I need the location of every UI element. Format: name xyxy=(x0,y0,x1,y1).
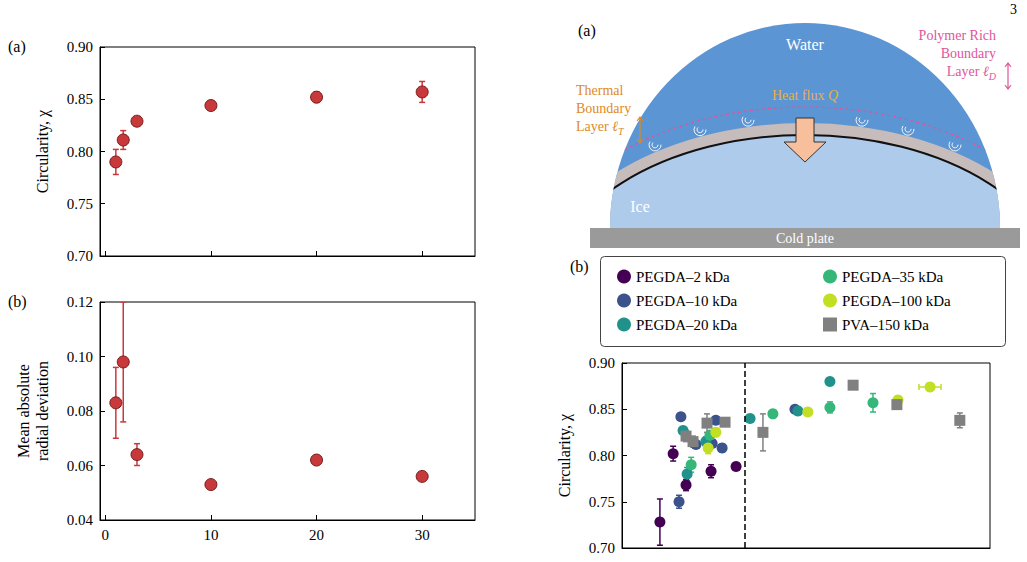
svg-text:Boundary: Boundary xyxy=(576,101,631,116)
svg-text:0.75: 0.75 xyxy=(589,494,615,510)
svg-text:0.75: 0.75 xyxy=(67,196,93,212)
svg-text:0.90: 0.90 xyxy=(589,355,615,371)
svg-text:Ice: Ice xyxy=(630,198,650,215)
svg-text:0.85: 0.85 xyxy=(67,91,93,107)
svg-text:Cold plate: Cold plate xyxy=(776,231,834,246)
svg-text:Polymer Rich: Polymer Rich xyxy=(919,28,996,43)
svg-text:Mean absolute: Mean absolute xyxy=(15,364,32,458)
svg-text:Thermal: Thermal xyxy=(576,83,624,98)
svg-text:0.10: 0.10 xyxy=(67,349,93,365)
svg-text:PVA–150 kDa: PVA–150 kDa xyxy=(842,317,929,333)
svg-text:30: 30 xyxy=(415,527,430,543)
svg-text:Circularity, χ: Circularity, χ xyxy=(34,109,52,193)
svg-text:0: 0 xyxy=(102,527,110,543)
svg-text:PEGDA–100 kDa: PEGDA–100 kDa xyxy=(842,293,951,309)
svg-text:Layer ℓT: Layer ℓT xyxy=(576,119,625,137)
svg-text:10: 10 xyxy=(203,527,218,543)
svg-text:0.08: 0.08 xyxy=(67,403,93,419)
svg-text:Heat flux Q: Heat flux Q xyxy=(772,88,838,103)
svg-text:0.06: 0.06 xyxy=(67,458,94,474)
svg-text:0.12: 0.12 xyxy=(67,294,93,310)
svg-text:0.80: 0.80 xyxy=(67,144,93,160)
svg-text:20: 20 xyxy=(309,527,324,543)
svg-text:0.70: 0.70 xyxy=(589,540,615,556)
svg-text:PEGDA–10 kDa: PEGDA–10 kDa xyxy=(636,293,738,309)
svg-text:Boundary: Boundary xyxy=(941,46,996,61)
svg-text:PEGDA–20 kDa: PEGDA–20 kDa xyxy=(636,317,738,333)
svg-text:radial deviation: radial deviation xyxy=(34,361,51,461)
html-text:(b): (b) xyxy=(570,258,589,275)
svg-text:PEGDA–2 kDa: PEGDA–2 kDa xyxy=(636,269,730,285)
svg-text:0.90: 0.90 xyxy=(67,39,93,55)
html-text:(b): (b) xyxy=(8,293,27,310)
svg-text:0.70: 0.70 xyxy=(67,248,93,264)
svg-text:0.80: 0.80 xyxy=(589,448,615,464)
html-text:3: 3 xyxy=(1010,2,1017,17)
svg-text:PEGDA–35 kDa: PEGDA–35 kDa xyxy=(842,269,944,285)
svg-text:Circularity, χ: Circularity, χ xyxy=(556,413,574,497)
html-text:(a): (a) xyxy=(8,38,26,55)
svg-text:0.04: 0.04 xyxy=(67,512,94,528)
svg-text:(a): (a) xyxy=(578,22,596,40)
svg-text:Layer ℓD: Layer ℓD xyxy=(947,64,997,82)
svg-text:Water: Water xyxy=(786,36,824,53)
svg-text:0.85: 0.85 xyxy=(589,401,615,417)
